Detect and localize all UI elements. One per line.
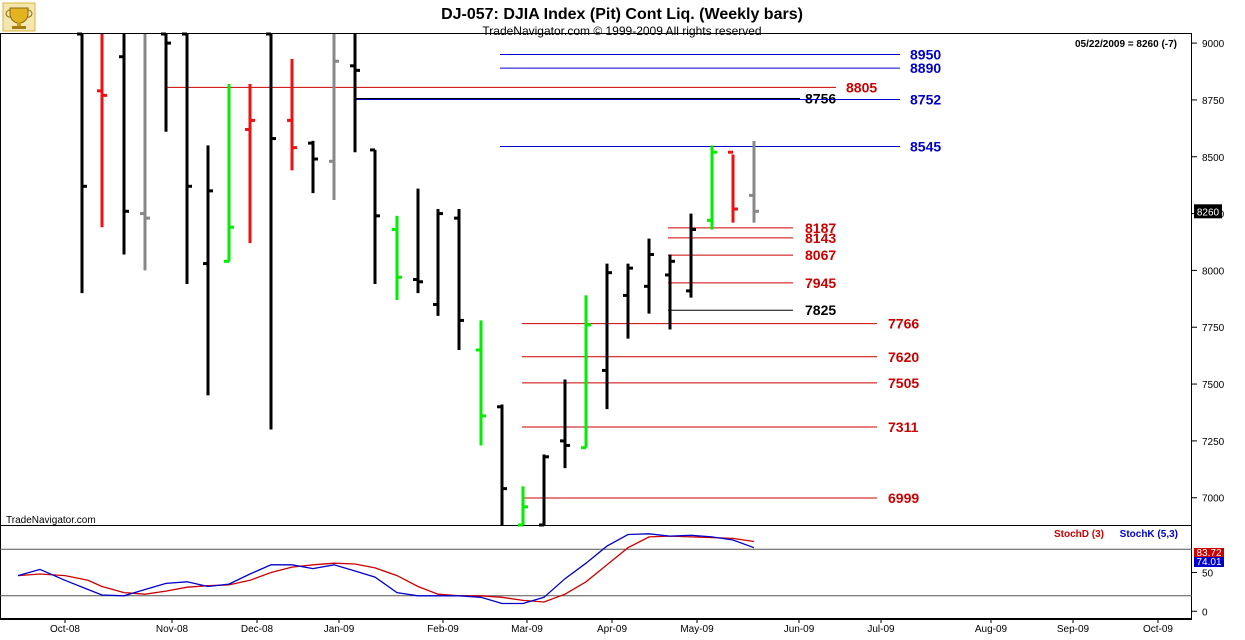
time-tick-label: Jun-09: [784, 624, 815, 635]
ohlc-bar: [329, 34, 339, 200]
last-price-note: 05/22/2009 = 8260 (-7): [1075, 39, 1177, 50]
price-level-label: 7825: [805, 302, 836, 318]
price-bars: [77, 32, 759, 527]
stoch-value-badge: [1194, 557, 1224, 567]
price-level-label: 7505: [888, 375, 919, 391]
price-level-label: 8143: [805, 230, 836, 246]
ohlc-bar: [497, 404, 507, 525]
ohlc-bar: [308, 140, 318, 194]
ohlc-bar: [433, 209, 443, 316]
gold-trophy-icon: [2, 2, 36, 32]
stoch-value-badge-label: 83.72: [1196, 548, 1221, 559]
ohlc-bar: [119, 34, 129, 255]
legend-stochd: StochD (3): [1054, 529, 1104, 540]
ohlc-bar: [707, 145, 717, 230]
last-price-badge: [1194, 204, 1222, 219]
price-level-label: 7766: [888, 316, 919, 332]
ohlc-bar: [182, 32, 192, 285]
watermark-text: TradeNavigator.com: [6, 515, 96, 526]
stoch-series-line: [17, 535, 755, 603]
stoch-value-badge: [1194, 548, 1224, 558]
time-tick-label: Jul-09: [867, 624, 895, 635]
price-level-label: 8187: [805, 220, 836, 236]
price-level-label: 7620: [888, 349, 919, 365]
time-tick-label: Apr-09: [597, 624, 627, 635]
price-level-label: 6999: [888, 490, 919, 506]
ohlc-bar: [224, 84, 234, 263]
time-tick-label: May-09: [680, 624, 714, 635]
time-tick-label: Jan-09: [324, 624, 355, 635]
legend-stochk: StochK (5,3): [1120, 529, 1178, 540]
ohlc-bar: [560, 379, 570, 469]
time-tick-label: Oct-08: [50, 624, 80, 635]
price-tick-label: 7500: [1202, 380, 1225, 391]
price-tick-label: 8000: [1202, 266, 1225, 277]
time-tick-label: Oct-09: [1143, 624, 1173, 635]
price-level-label: 8950: [910, 46, 941, 62]
time-tick-label: Dec-08: [241, 624, 274, 635]
price-level-label: 7311: [888, 419, 919, 435]
price-tick-label: 7750: [1202, 323, 1225, 334]
ohlc-bar: [245, 84, 255, 244]
stochastic-panel-frame: [0, 525, 1192, 619]
price-level-label: 8890: [910, 60, 941, 76]
price-tick-label: 8750: [1202, 96, 1225, 107]
time-tick-label: Sep-09: [1057, 624, 1090, 635]
chart-subtitle: TradeNavigator.com © 1999-2009 All right…: [482, 24, 761, 38]
ohlc-bar: [161, 32, 171, 132]
price-tick-label: 7000: [1202, 494, 1225, 505]
ohlc-bar: [287, 59, 297, 171]
chart-title: DJ-057: DJIA Index (Pit) Cont Liq. (Week…: [441, 6, 803, 23]
price-level-label: 7945: [805, 275, 836, 291]
ohlc-bar: [370, 148, 380, 285]
ohlc-bar: [665, 254, 675, 330]
ohlc-bar: [728, 150, 738, 223]
time-tick-label: Mar-09: [511, 624, 543, 635]
price-level-label: 8805: [846, 79, 877, 95]
ohlc-bar: [686, 213, 696, 298]
price-tick-label: 9000: [1202, 39, 1225, 50]
time-tick-label: Nov-08: [156, 624, 189, 635]
ohlc-bar: [392, 215, 402, 300]
ohlc-bar: [140, 34, 150, 271]
ohlc-bar: [203, 145, 213, 396]
ohlc-bar: [476, 320, 486, 446]
ohlc-bar: [97, 34, 107, 228]
stoch-tick-label: 50: [1202, 569, 1214, 580]
ohlc-bar: [350, 34, 360, 153]
price-level-label: 8756: [805, 91, 836, 107]
ohlc-bar: [749, 140, 759, 223]
price-level-label: 8545: [910, 139, 941, 155]
ohlc-bar: [581, 295, 591, 450]
ohlc-bar: [266, 32, 276, 430]
price-level-label: 8067: [805, 247, 836, 263]
stoch-series-line: [17, 533, 755, 605]
ohlc-bar: [454, 209, 464, 350]
stoch-tick-label: 0: [1202, 607, 1208, 618]
ohlc-bar: [413, 188, 423, 294]
time-axis: Oct-08 Nov-08 Dec-08 Jan-09 Feb-09 Mar-09 Apr-…: [50, 619, 1173, 635]
time-tick-label: Aug-09: [975, 624, 1008, 635]
price-tick-label: 7250: [1202, 437, 1225, 448]
ohlc-bar: [644, 238, 654, 314]
ohlc-bar: [77, 32, 87, 294]
ohlc-bar: [623, 263, 633, 339]
stoch-value-badge-label: 74.01: [1196, 557, 1221, 568]
time-tick-label: Feb-09: [427, 624, 459, 635]
price-tick-label: 8500: [1202, 153, 1225, 164]
stochastic-plot: [0, 533, 1192, 605]
last-price-badge-label: 8260: [1197, 207, 1220, 218]
price-level-label: 8752: [910, 91, 941, 107]
ohlc-bar: [602, 263, 612, 410]
ohlc-bar: [539, 454, 549, 527]
ohlc-bar: [518, 486, 528, 527]
